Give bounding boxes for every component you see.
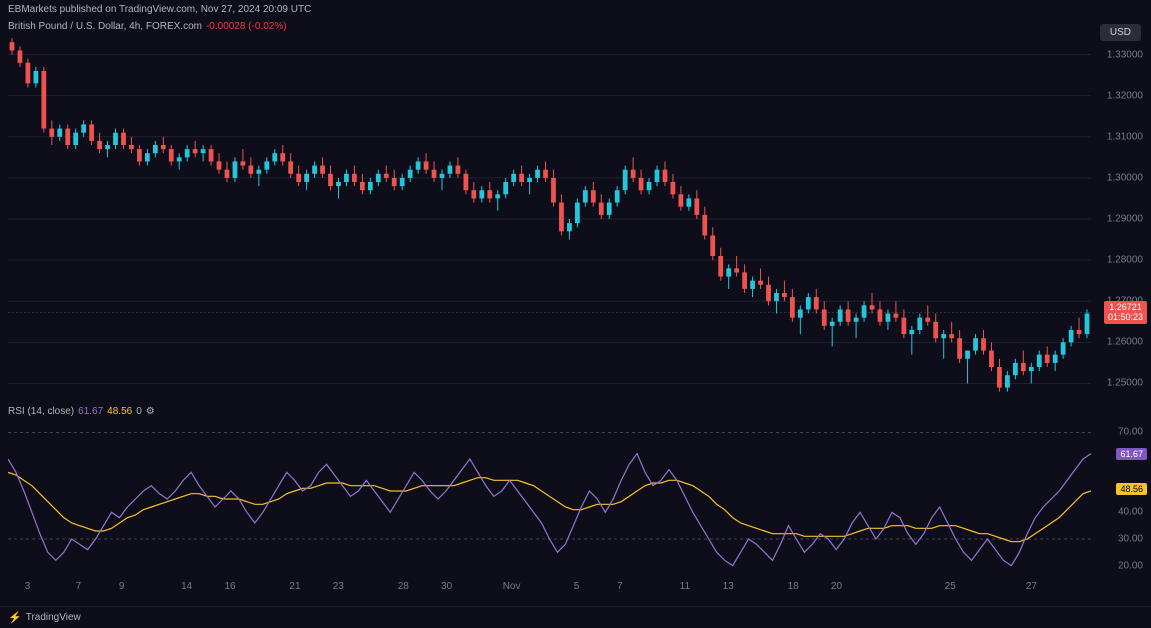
rsi-purple-value: 61.67 bbox=[78, 406, 103, 417]
rsi-chart-pane[interactable]: 20.0030.0040.0070.0061.6748.56 bbox=[8, 419, 1091, 579]
rsi-label: RSI (14, close) bbox=[8, 406, 74, 417]
footer: ⚡ TradingView bbox=[0, 606, 1151, 628]
price-chart-pane[interactable]: 1.250001.260001.270001.280001.290001.300… bbox=[8, 34, 1091, 404]
rsi-legend: RSI (14, close) 61.67 48.56 0 ⚙ bbox=[0, 404, 1151, 419]
tradingview-brand: TradingView bbox=[26, 612, 81, 623]
rsi-y-axis: 20.0030.0040.0070.0061.6748.56 bbox=[1094, 419, 1149, 579]
rsi-zero-value: 0 bbox=[136, 406, 142, 417]
tradingview-logo-icon: ⚡ bbox=[8, 611, 22, 624]
change-value: -0.00028 (-0.02%) bbox=[206, 21, 287, 32]
rsi-yellow-value: 48.56 bbox=[107, 406, 132, 417]
symbol-label: British Pound / U.S. Dollar, 4h, FOREX.c… bbox=[8, 21, 202, 32]
price-y-axis: 1.250001.260001.270001.280001.290001.300… bbox=[1094, 34, 1149, 404]
gear-icon[interactable]: ⚙ bbox=[146, 406, 155, 417]
time-x-axis: 379141621232830Nov57111318202527 bbox=[8, 579, 1091, 599]
chart-legend: British Pound / U.S. Dollar, 4h, FOREX.c… bbox=[0, 19, 1151, 34]
attribution-text: EBMarkets published on TradingView.com, … bbox=[0, 0, 1151, 19]
